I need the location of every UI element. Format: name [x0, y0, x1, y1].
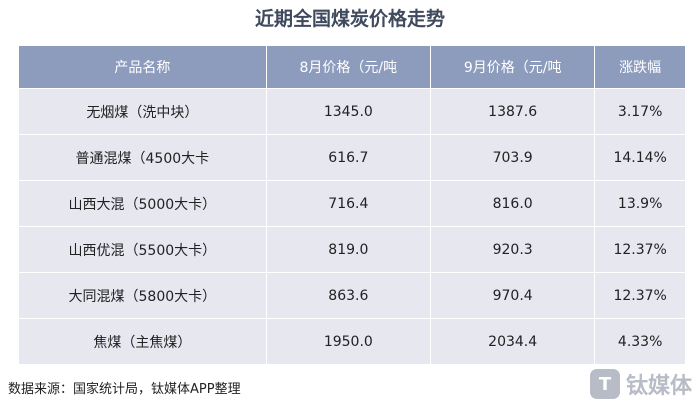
column-header: 9月价格（元/吨	[429, 45, 596, 89]
source-note: 数据来源：国家统计局，钛媒体APP整理	[8, 382, 241, 397]
table-row: 山西大混（5000大卡） 716.4 816.0 13.9%	[18, 180, 686, 227]
table-cell: 1345.0	[265, 88, 432, 135]
table-cell: 普通混煤（4500大卡	[18, 134, 267, 181]
table-row: 大同混煤（5800大卡） 863.6 970.4 12.37%	[18, 272, 686, 319]
table-row: 普通混煤（4500大卡 616.7 703.9 14.14%	[18, 134, 686, 181]
table-cell: 816.0	[429, 180, 596, 227]
table-cell: 焦煤（主焦煤）	[18, 318, 267, 365]
table-cell: 大同混煤（5800大卡）	[18, 272, 267, 319]
table-cell: 14.14%	[594, 134, 686, 181]
table-row: 山西优混（5500大卡） 819.0 920.3 12.37%	[18, 226, 686, 273]
logo-icon: T	[589, 369, 620, 399]
table-cell: 12.37%	[594, 272, 686, 319]
column-header: 涨跌幅	[594, 45, 686, 89]
title: 近期全国煤炭价格走势	[254, 8, 445, 30]
table-cell: 863.6	[265, 272, 432, 319]
table-cell: 13.9%	[594, 180, 686, 227]
table-cell: 970.4	[429, 272, 596, 319]
table-cell: 12.37%	[594, 226, 686, 273]
column-header: 产品名称	[18, 45, 267, 89]
table-cell: 703.9	[429, 134, 596, 181]
header-row: 产品名称 8月价格（元/吨 9月价格（元/吨 涨跌幅	[18, 45, 686, 89]
price-table: 产品名称 8月价格（元/吨 9月价格（元/吨 涨跌幅 无烟煤（洗中块） 1345.0 13…	[18, 45, 686, 365]
table-cell: 616.7	[265, 134, 432, 181]
table-cell: 1387.6	[429, 88, 596, 135]
table-cell: 1950.0	[265, 318, 432, 365]
watermark-text: 钛媒体	[625, 374, 692, 399]
column-header: 8月价格（元/吨	[265, 45, 432, 89]
table-cell: 山西大混（5000大卡）	[18, 180, 267, 227]
table-cell: 无烟煤（洗中块）	[18, 88, 267, 135]
table-body: 无烟煤（洗中块） 1345.0 1387.6 3.17% 普通混煤（4500大卡 616.…	[18, 88, 686, 365]
table-cell: 3.17%	[594, 88, 686, 135]
table-cell: 4.33%	[594, 318, 686, 365]
table-cell: 山西优混（5500大卡）	[18, 226, 267, 273]
table-cell: 2034.4	[429, 318, 596, 365]
table-row: 无烟煤（洗中块） 1345.0 1387.6 3.17%	[18, 88, 686, 135]
table-cell: 716.4	[265, 180, 432, 227]
table-cell: 819.0	[265, 226, 432, 273]
table-row: 焦煤（主焦煤） 1950.0 2034.4 4.33%	[18, 318, 686, 365]
table-cell: 920.3	[429, 226, 596, 273]
watermark: T 钛媒体	[589, 368, 692, 400]
